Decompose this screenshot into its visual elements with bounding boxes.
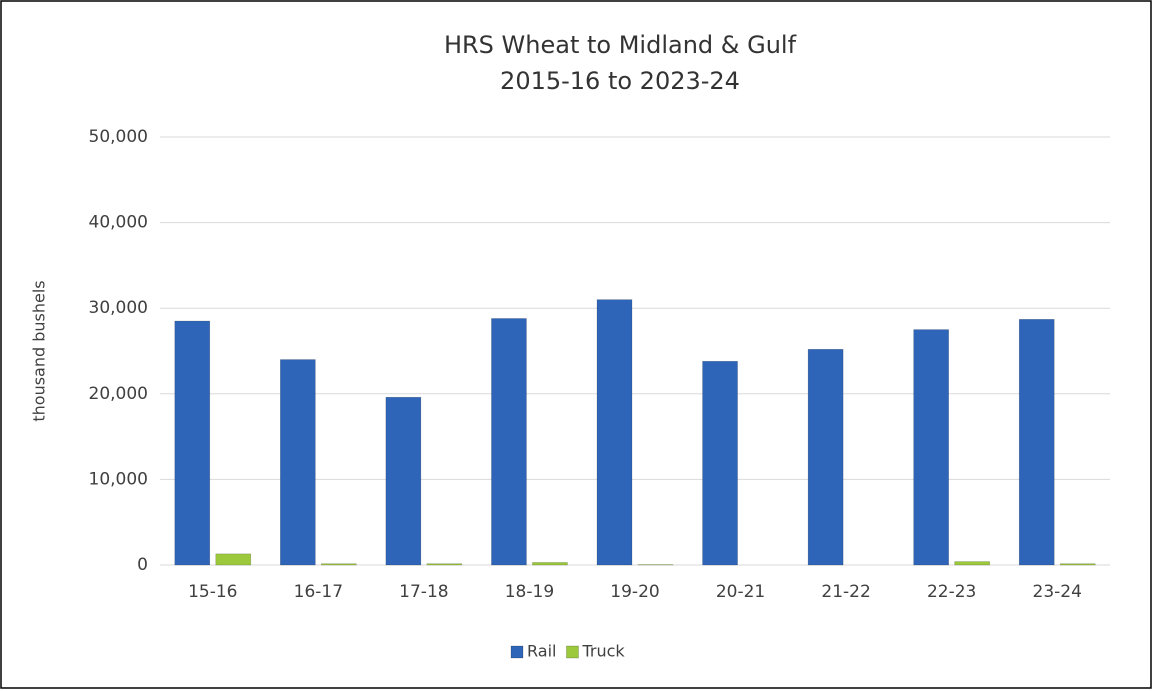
y-tick-label: 30,000 xyxy=(89,298,148,318)
bar xyxy=(321,563,357,566)
x-tick-label: 22-23 xyxy=(927,582,976,602)
bar xyxy=(280,359,316,566)
y-tick-label: 20,000 xyxy=(89,384,148,404)
chart-title: HRS Wheat to Midland & Gulf xyxy=(444,31,797,59)
bar xyxy=(807,348,844,566)
bar xyxy=(1059,563,1096,566)
legend-label: Rail xyxy=(527,642,556,661)
bar xyxy=(913,329,949,566)
y-tick-label: 50,000 xyxy=(89,127,148,147)
x-tick-label: 23-24 xyxy=(1033,582,1082,602)
x-tick-label: 20-21 xyxy=(716,582,765,602)
y-tick-label: 0 xyxy=(137,555,148,575)
bar xyxy=(702,360,738,566)
bar xyxy=(1018,319,1055,566)
legend-label: Truck xyxy=(581,642,625,661)
bar xyxy=(385,396,422,566)
legend-swatch xyxy=(510,645,524,659)
bar xyxy=(174,320,211,566)
x-tick-label: 18-19 xyxy=(505,582,554,602)
y-axis-label: thousand bushels xyxy=(30,280,49,421)
bar xyxy=(426,563,463,566)
bar xyxy=(215,553,252,566)
legend-swatch xyxy=(566,645,579,659)
chart-subtitle: 2015-16 to 2023-24 xyxy=(500,67,740,95)
x-tick-label: 15-16 xyxy=(188,582,237,602)
x-tick-label: 17-18 xyxy=(399,582,448,602)
bar xyxy=(596,299,633,566)
x-tick-label: 19-20 xyxy=(610,582,659,602)
y-tick-label: 40,000 xyxy=(89,213,148,233)
x-tick-label: 16-17 xyxy=(294,582,343,602)
bar xyxy=(954,561,990,566)
x-tick-label: 21-22 xyxy=(821,582,870,602)
bar xyxy=(491,318,527,566)
y-tick-label: 10,000 xyxy=(89,469,148,489)
bar xyxy=(532,562,568,566)
